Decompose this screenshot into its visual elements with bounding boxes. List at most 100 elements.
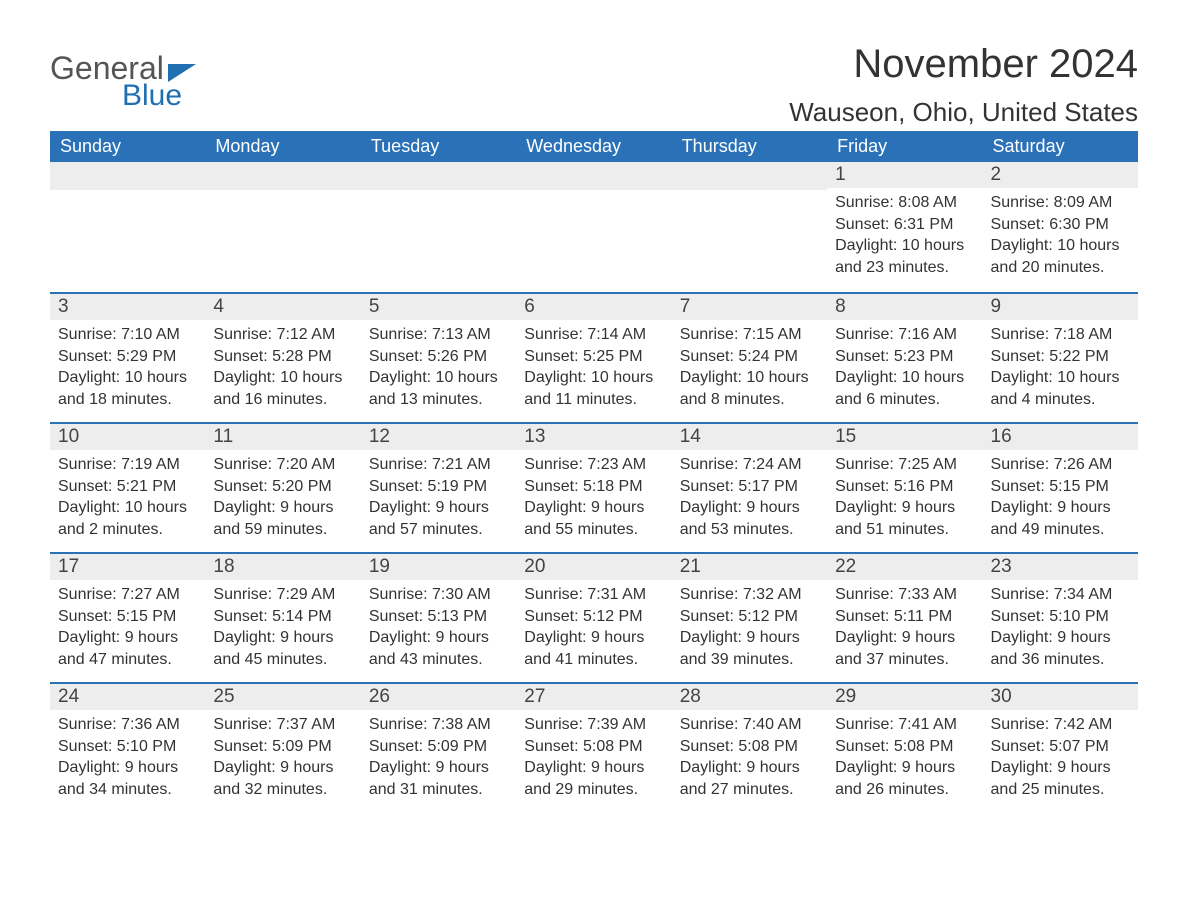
daylight-line: Daylight: 9 hours and 39 minutes. [680,627,819,670]
daylight-line: Daylight: 10 hours and 11 minutes. [524,367,663,410]
sunrise-line: Sunrise: 7:19 AM [58,454,197,476]
calendar-day-cell: 10 Sunrise: 7:19 AMSunset: 5:21 PMDayligh… [50,422,205,552]
day-number: 21 [672,552,827,580]
daylight-line: Daylight: 10 hours and 2 minutes. [58,497,197,540]
day-number: 6 [516,292,671,320]
sunset-line: Sunset: 5:22 PM [991,346,1130,368]
calendar-day-cell: 3Sunrise: 7:10 AMSunset: 5:29 PMDaylight… [50,292,205,422]
calendar-week-row: 3Sunrise: 7:10 AMSunset: 5:29 PMDaylight… [50,292,1138,422]
daylight-line: Daylight: 9 hours and 32 minutes. [213,757,352,800]
sunrise-line: Sunrise: 7:12 AM [213,324,352,346]
sunrise-line: Sunrise: 7:31 AM [524,584,663,606]
calendar-day-cell: 29Sunrise: 7:41 AMSunset: 5:08 PMDayligh… [827,682,982,812]
calendar-day-cell: 2 Sunrise: 8:09 AMSunset: 6:30 PMDaylight… [983,162,1138,292]
day-number: 9 [983,292,1138,320]
daylight-line: Daylight: 9 hours and 49 minutes. [991,497,1130,540]
day-number: 28 [672,682,827,710]
sunrise-line: Sunrise: 7:20 AM [213,454,352,476]
day-number: 2 [983,162,1138,188]
sunrise-line: Sunrise: 7:40 AM [680,714,819,736]
day-sun-data: Sunrise: 7:15 AMSunset: 5:24 PMDaylight:… [680,324,819,410]
sunset-line: Sunset: 5:18 PM [524,476,663,498]
daylight-line: Daylight: 9 hours and 26 minutes. [835,757,974,800]
sunset-line: Sunset: 5:20 PM [213,476,352,498]
day-sun-data: Sunrise: 8:08 AMSunset: 6:31 PMDaylight:… [835,192,974,278]
sunset-line: Sunset: 5:19 PM [369,476,508,498]
calendar-empty-cell [50,162,205,292]
sunrise-line: Sunrise: 7:24 AM [680,454,819,476]
daylight-line: Daylight: 10 hours and 16 minutes. [213,367,352,410]
sunrise-line: Sunrise: 7:15 AM [680,324,819,346]
logo: General Blue [50,50,196,113]
day-number: 27 [516,682,671,710]
calendar-empty-cell [672,162,827,292]
day-number: 10 [50,422,205,450]
daylight-line: Daylight: 9 hours and 31 minutes. [369,757,508,800]
weekday-header: Sunday [50,131,205,162]
day-sun-data: Sunrise: 8:09 AMSunset: 6:30 PMDaylight:… [991,192,1130,278]
day-sun-data: Sunrise: 7:24 AMSunset: 5:17 PMDaylight:… [680,454,819,540]
calendar-empty-cell [205,162,360,292]
day-sun-data: Sunrise: 7:12 AMSunset: 5:28 PMDaylight:… [213,324,352,410]
sunset-line: Sunset: 5:10 PM [58,736,197,758]
calendar-day-cell: 16Sunrise: 7:26 AMSunset: 5:15 PMDayligh… [983,422,1138,552]
sunset-line: Sunset: 5:16 PM [835,476,974,498]
daylight-line: Daylight: 9 hours and 37 minutes. [835,627,974,670]
day-number: 23 [983,552,1138,580]
sunrise-line: Sunrise: 7:26 AM [991,454,1130,476]
sunset-line: Sunset: 5:10 PM [991,606,1130,628]
day-number: 30 [983,682,1138,710]
sunset-line: Sunset: 5:21 PM [58,476,197,498]
day-number: 16 [983,422,1138,450]
calendar-body: 1Sunrise: 8:08 AMSunset: 6:31 PMDaylight… [50,162,1138,812]
daylight-line: Daylight: 9 hours and 43 minutes. [369,627,508,670]
daylight-line: Daylight: 9 hours and 29 minutes. [524,757,663,800]
day-number: 18 [205,552,360,580]
day-sun-data: Sunrise: 7:36 AMSunset: 5:10 PMDaylight:… [58,714,197,800]
day-number: 8 [827,292,982,320]
calendar-day-cell: 7Sunrise: 7:15 AMSunset: 5:24 PMDaylight… [672,292,827,422]
sunset-line: Sunset: 5:24 PM [680,346,819,368]
calendar-day-cell: 23Sunrise: 7:34 AMSunset: 5:10 PMDayligh… [983,552,1138,682]
sunrise-line: Sunrise: 7:27 AM [58,584,197,606]
day-sun-data: Sunrise: 7:32 AMSunset: 5:12 PMDaylight:… [680,584,819,670]
daylight-line: Daylight: 9 hours and 55 minutes. [524,497,663,540]
sunset-line: Sunset: 5:08 PM [835,736,974,758]
sunrise-line: Sunrise: 7:32 AM [680,584,819,606]
day-number: 25 [205,682,360,710]
day-number: 24 [50,682,205,710]
weekday-header: Wednesday [516,131,671,162]
sunrise-line: Sunrise: 7:16 AM [835,324,974,346]
calendar-day-cell: 22Sunrise: 7:33 AMSunset: 5:11 PMDayligh… [827,552,982,682]
day-sun-data: Sunrise: 7:19 AMSunset: 5:21 PMDaylight:… [58,454,197,540]
daylight-line: Daylight: 9 hours and 51 minutes. [835,497,974,540]
sunrise-line: Sunrise: 7:38 AM [369,714,508,736]
logo-text-blue: Blue [122,79,196,113]
sunrise-line: Sunrise: 7:42 AM [991,714,1130,736]
daylight-line: Daylight: 9 hours and 45 minutes. [213,627,352,670]
sunset-line: Sunset: 5:07 PM [991,736,1130,758]
calendar-day-cell: 30 Sunrise: 7:42 AMSunset: 5:07 PMDayligh… [983,682,1138,812]
title-block: November 2024 Wauseon, Ohio, United Stat… [789,42,1138,128]
day-number: 12 [361,422,516,450]
day-sun-data: Sunrise: 7:40 AMSunset: 5:08 PMDaylight:… [680,714,819,800]
calendar-day-cell: 19Sunrise: 7:30 AMSunset: 5:13 PMDayligh… [361,552,516,682]
sunrise-line: Sunrise: 7:25 AM [835,454,974,476]
daylight-line: Daylight: 9 hours and 34 minutes. [58,757,197,800]
calendar-day-cell: 8 Sunrise: 7:16 AMSunset: 5:23 PMDaylight… [827,292,982,422]
daylight-line: Daylight: 9 hours and 25 minutes. [991,757,1130,800]
empty-day-strip [205,162,360,190]
sunset-line: Sunset: 5:13 PM [369,606,508,628]
empty-day-strip [361,162,516,190]
daylight-line: Daylight: 9 hours and 47 minutes. [58,627,197,670]
location-subtitle: Wauseon, Ohio, United States [789,97,1138,128]
sunset-line: Sunset: 5:11 PM [835,606,974,628]
calendar-week-row: 17Sunrise: 7:27 AMSunset: 5:15 PMDayligh… [50,552,1138,682]
sunrise-line: Sunrise: 7:37 AM [213,714,352,736]
calendar-table: Sunday Monday Tuesday Wednesday Thursday… [50,131,1138,812]
calendar-day-cell: 6Sunrise: 7:14 AMSunset: 5:25 PMDaylight… [516,292,671,422]
sunrise-line: Sunrise: 7:34 AM [991,584,1130,606]
day-sun-data: Sunrise: 7:16 AMSunset: 5:23 PMDaylight:… [835,324,974,410]
sunset-line: Sunset: 5:23 PM [835,346,974,368]
calendar-day-cell: 17Sunrise: 7:27 AMSunset: 5:15 PMDayligh… [50,552,205,682]
